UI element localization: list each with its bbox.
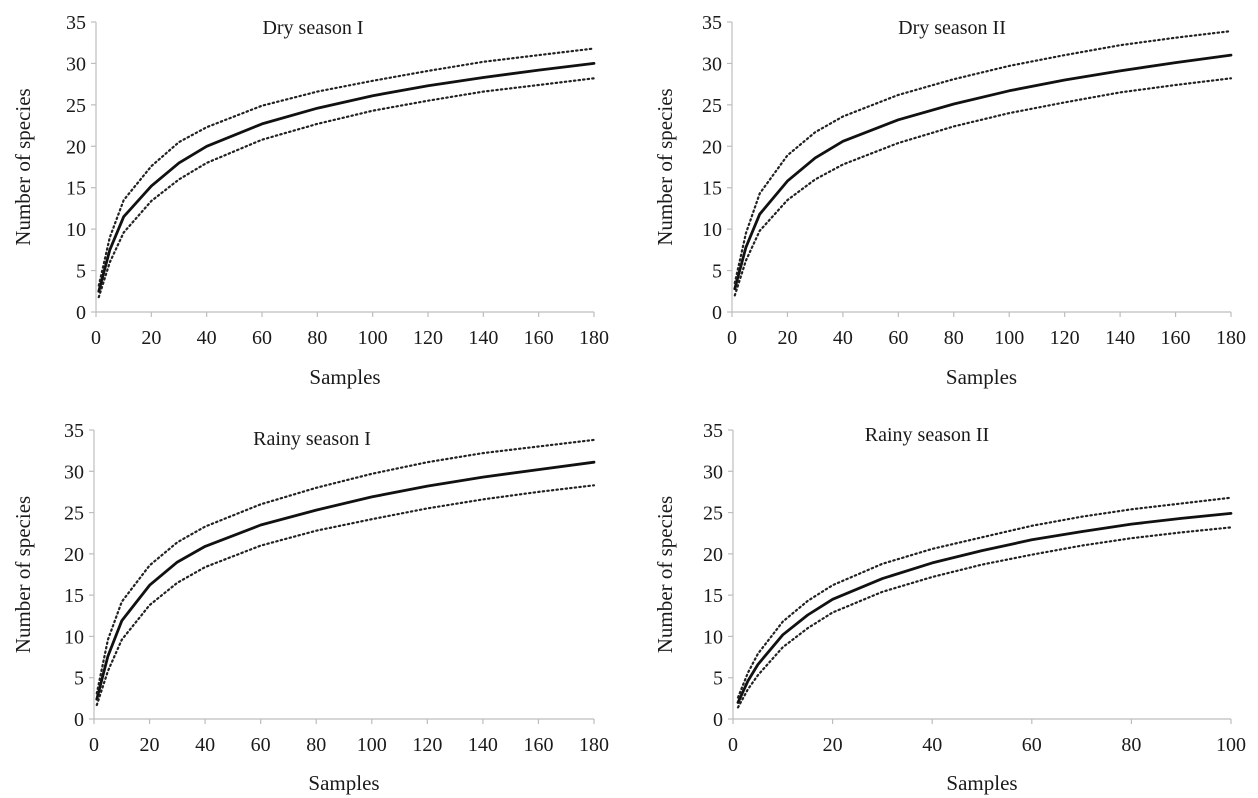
y-tick-label: 5 — [712, 261, 722, 283]
y-tick-label: 25 — [703, 503, 723, 525]
x-tick-label: 20 — [823, 734, 843, 756]
y-tick-label: 20 — [64, 544, 84, 566]
y-tick-label: 5 — [76, 261, 86, 283]
rarefaction-curve — [736, 512, 1233, 704]
y-tick-label: 35 — [66, 12, 86, 34]
x-tick-label: 140 — [1105, 327, 1135, 349]
y-tick-label: 35 — [702, 12, 722, 34]
y-tick-label: 20 — [703, 544, 723, 566]
x-tick-label: 60 — [1022, 734, 1042, 756]
panel-title: Rainy season II — [865, 424, 989, 446]
x-tick-label: 120 — [413, 327, 443, 349]
lower-confidence-curve — [97, 77, 596, 299]
x-tick-label: 40 — [833, 327, 853, 349]
chart-panel-2: 0 5 10 15 20 25 30 35 0 20 40 60 80 100 120 140 160 180 Dr… — [653, 12, 1246, 389]
panel-title: Rainy season I — [253, 428, 371, 450]
y-tick-label: 5 — [713, 668, 723, 690]
lower-confidence-curve — [95, 484, 596, 707]
y-tick-label: 30 — [66, 53, 86, 75]
chart-panel-4: 0 5 10 15 20 25 30 35 0 20 40 60 80 100 Rainy season I… — [653, 420, 1246, 795]
y-axis-title: Number of species — [11, 496, 35, 653]
x-tick-label: 180 — [1216, 327, 1246, 349]
x-axis-title: Samples — [308, 771, 379, 795]
upper-confidence-curve — [95, 438, 596, 695]
y-tick-label: 10 — [702, 219, 722, 241]
x-tick-label: 60 — [888, 327, 908, 349]
y-tick-label: 0 — [713, 709, 723, 731]
panel-title: Dry season II — [898, 17, 1006, 39]
x-tick-label: 0 — [728, 734, 738, 756]
x-tick-label: 60 — [252, 327, 272, 349]
x-tick-label: 40 — [922, 734, 942, 756]
y-tick-label: 0 — [76, 302, 86, 324]
y-tick-label: 5 — [74, 668, 84, 690]
y-tick-label: 10 — [703, 626, 723, 648]
x-tick-label: 20 — [141, 327, 161, 349]
y-tick-label: 15 — [64, 585, 84, 607]
x-tick-label: 120 — [1050, 327, 1080, 349]
x-tick-label: 160 — [523, 734, 553, 756]
x-tick-label: 100 — [357, 734, 387, 756]
x-tick-label: 0 — [727, 327, 737, 349]
y-tick-label: 30 — [64, 461, 84, 483]
x-tick-label: 120 — [412, 734, 442, 756]
x-tick-label: 0 — [91, 327, 101, 349]
rarefaction-curve — [97, 62, 596, 293]
x-tick-label: 140 — [468, 734, 498, 756]
x-tick-label: 100 — [1216, 734, 1246, 756]
upper-confidence-curve — [733, 30, 1233, 285]
y-tick-label: 25 — [702, 95, 722, 117]
y-tick-label: 15 — [66, 178, 86, 200]
y-tick-label: 35 — [703, 420, 723, 442]
x-tick-label: 180 — [579, 734, 609, 756]
y-axis-title: Number of species — [653, 88, 677, 245]
x-axis-title: Samples — [946, 365, 1017, 389]
x-tick-label: 100 — [994, 327, 1024, 349]
x-tick-label: 40 — [195, 734, 215, 756]
y-tick-label: 15 — [703, 585, 723, 607]
x-tick-label: 100 — [358, 327, 388, 349]
x-tick-label: 0 — [89, 734, 99, 756]
y-tick-label: 30 — [703, 461, 723, 483]
y-tick-label: 15 — [702, 178, 722, 200]
x-tick-label: 20 — [777, 327, 797, 349]
x-tick-label: 80 — [1121, 734, 1141, 756]
rarefaction-curve — [733, 53, 1233, 291]
y-tick-label: 30 — [702, 53, 722, 75]
x-tick-label: 140 — [468, 327, 498, 349]
rarefaction-curve — [95, 460, 596, 701]
x-axis-title: Samples — [309, 365, 380, 389]
y-tick-label: 25 — [66, 95, 86, 117]
upper-confidence-curve — [97, 47, 596, 287]
x-tick-label: 40 — [197, 327, 217, 349]
x-tick-label: 180 — [579, 327, 609, 349]
panel-title: Dry season I — [262, 17, 363, 39]
y-tick-label: 20 — [702, 136, 722, 158]
y-tick-label: 35 — [64, 420, 84, 442]
y-tick-label: 0 — [74, 709, 84, 731]
lower-confidence-curve — [733, 77, 1233, 297]
x-tick-label: 60 — [251, 734, 271, 756]
y-tick-label: 25 — [64, 503, 84, 525]
y-axis-title: Number of species — [11, 88, 35, 245]
chart-panel-3: 0 5 10 15 20 25 30 35 0 20 40 60 80 100 120 140 160 180 Ra… — [11, 420, 609, 795]
x-tick-label: 160 — [1161, 327, 1191, 349]
x-axis-title: Samples — [946, 771, 1017, 795]
y-tick-label: 10 — [64, 626, 84, 648]
y-axis-title: Number of species — [653, 496, 677, 653]
x-tick-label: 20 — [140, 734, 160, 756]
y-tick-label: 0 — [712, 302, 722, 324]
lower-confidence-curve — [736, 526, 1233, 709]
y-tick-label: 10 — [66, 219, 86, 241]
y-tick-label: 20 — [66, 136, 86, 158]
x-tick-label: 80 — [306, 734, 326, 756]
x-tick-label: 80 — [944, 327, 964, 349]
chart-panel-1: 0 5 10 15 20 25 30 35 0 20 40 60 80 100 120 140 160 180 Dr… — [11, 12, 609, 389]
x-tick-label: 80 — [307, 327, 327, 349]
upper-confidence-curve — [736, 496, 1233, 699]
x-tick-label: 160 — [524, 327, 554, 349]
